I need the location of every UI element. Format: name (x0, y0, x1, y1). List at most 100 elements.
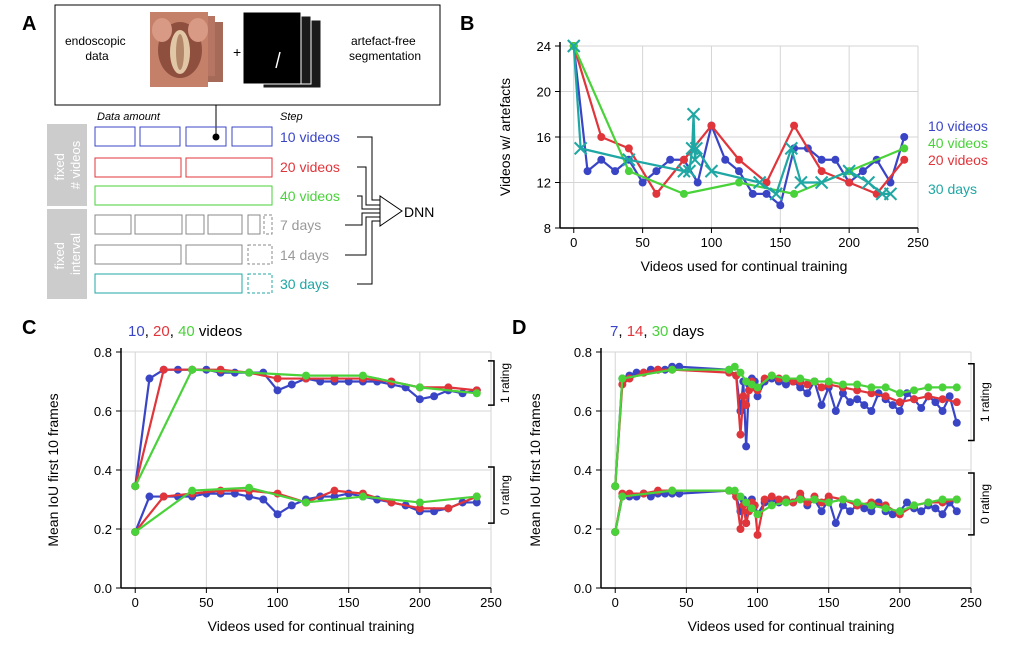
data-point (910, 386, 919, 395)
y-axis-label: Mean IoU first 10 frames (527, 393, 543, 546)
x-axis-label: Videos used for continual training (641, 258, 848, 274)
input-left-line1: endoscopic (65, 34, 126, 48)
data-point (803, 380, 812, 389)
series-5 (611, 486, 961, 536)
data-point (679, 155, 688, 164)
y-tick-label-2: 16 (537, 130, 551, 145)
chart-c: C 0 50 100 150 200 250 0.0 0.2 0.4 0.6 0.8 Videos us… (22, 317, 512, 634)
data-point (931, 398, 940, 407)
x-tick-label-4: 200 (889, 595, 911, 610)
data-point (273, 386, 282, 395)
dnn-triangle (379, 195, 403, 227)
series-2 (131, 365, 481, 491)
data-point (707, 121, 716, 130)
data-point (358, 492, 367, 501)
step-label-10-videos: 10 videos (280, 129, 340, 145)
x-tick-label-2: 100 (747, 595, 769, 610)
chart-title-part-2: 20 (153, 323, 170, 340)
data-point (895, 407, 904, 415)
chart-b: B 0 50 100 150 200 250 8 12 16 20 24 Videos used for… (460, 13, 988, 274)
x-tick-label-3: 150 (769, 235, 791, 250)
data-point (472, 492, 481, 501)
row-40-videos (94, 185, 273, 206)
segmentation-image-stack (242, 11, 322, 89)
data-point (814, 175, 829, 190)
data-point (748, 189, 757, 198)
x-tick-label-2: 100 (701, 235, 723, 250)
data-point (131, 482, 140, 491)
rating-bracket-0: 1 rating (488, 360, 512, 406)
dnn-label: DNN (404, 204, 434, 220)
data-point (742, 519, 751, 528)
data-point (938, 495, 947, 504)
data-point (900, 133, 909, 141)
data-point (853, 386, 862, 395)
chart-title-part-1: , (145, 323, 153, 340)
legend-item-1: 40 videos (928, 135, 988, 151)
x-tick-label-5: 250 (960, 595, 982, 610)
series-2 (611, 362, 961, 491)
data-point (817, 383, 826, 392)
data-point (188, 486, 197, 495)
panel-label-a: A (22, 13, 36, 35)
data-point (900, 155, 909, 164)
data-point (910, 395, 919, 404)
data-point (924, 498, 933, 507)
y-tick-label-3: 0.6 (574, 404, 592, 419)
group-fixed-videos-line1: fixed (52, 153, 67, 180)
data-point (430, 392, 439, 401)
data-amount-rows (94, 126, 273, 294)
x-tick-label-1: 50 (679, 595, 693, 610)
data-point (736, 430, 745, 439)
data-point (752, 175, 767, 190)
data-point (838, 389, 847, 398)
y-axis-label: Mean IoU first 10 frames (45, 393, 61, 546)
data-point (810, 377, 819, 386)
data-point (824, 498, 833, 507)
data-point (611, 167, 620, 176)
data-point (774, 495, 783, 504)
data-point (867, 507, 876, 516)
group-fixed-interval-label: fixed interval (52, 233, 83, 275)
data-point (762, 178, 771, 187)
data-point (817, 401, 826, 410)
data-point (817, 167, 826, 176)
data-point (900, 144, 909, 153)
chart-title-part-0: 7 (610, 323, 618, 340)
group-fixed-videos-box (47, 124, 87, 206)
chart-title-part-3: , (643, 323, 651, 340)
rating-bracket-label: 1 rating (978, 382, 992, 422)
data-point (686, 107, 701, 121)
data-point (611, 527, 620, 536)
x-tick-label-1: 50 (199, 595, 213, 610)
col-step: Step (280, 111, 303, 123)
data-point (624, 167, 633, 176)
data-point (883, 187, 898, 201)
data-point (860, 401, 869, 410)
x-tick-label-4: 200 (838, 235, 860, 250)
data-point (677, 164, 691, 178)
data-point (867, 501, 876, 510)
data-point (853, 380, 862, 389)
data-point (776, 201, 785, 210)
group-fixed-interval-line2: interval (68, 233, 83, 275)
data-point (762, 189, 771, 198)
x-tick-label-3: 150 (818, 595, 840, 610)
legend-item-0: 10 videos (928, 118, 988, 134)
series-0 (131, 365, 481, 491)
data-point (739, 392, 748, 401)
data-point (330, 486, 339, 495)
data-point (618, 492, 627, 501)
data-point (415, 383, 424, 392)
data-point (704, 164, 719, 178)
chart-title: 10, 20, 40 videos (128, 323, 242, 340)
series-line (134, 486, 477, 533)
data-point (159, 365, 168, 374)
data-point (782, 498, 790, 507)
data-point (831, 519, 840, 528)
step-label-7-days: 7 days (280, 217, 321, 233)
data-point (952, 495, 961, 504)
x-tick-label-2: 100 (267, 595, 289, 610)
y-tick-label-2: 0.4 (574, 463, 592, 478)
data-point (881, 504, 890, 513)
